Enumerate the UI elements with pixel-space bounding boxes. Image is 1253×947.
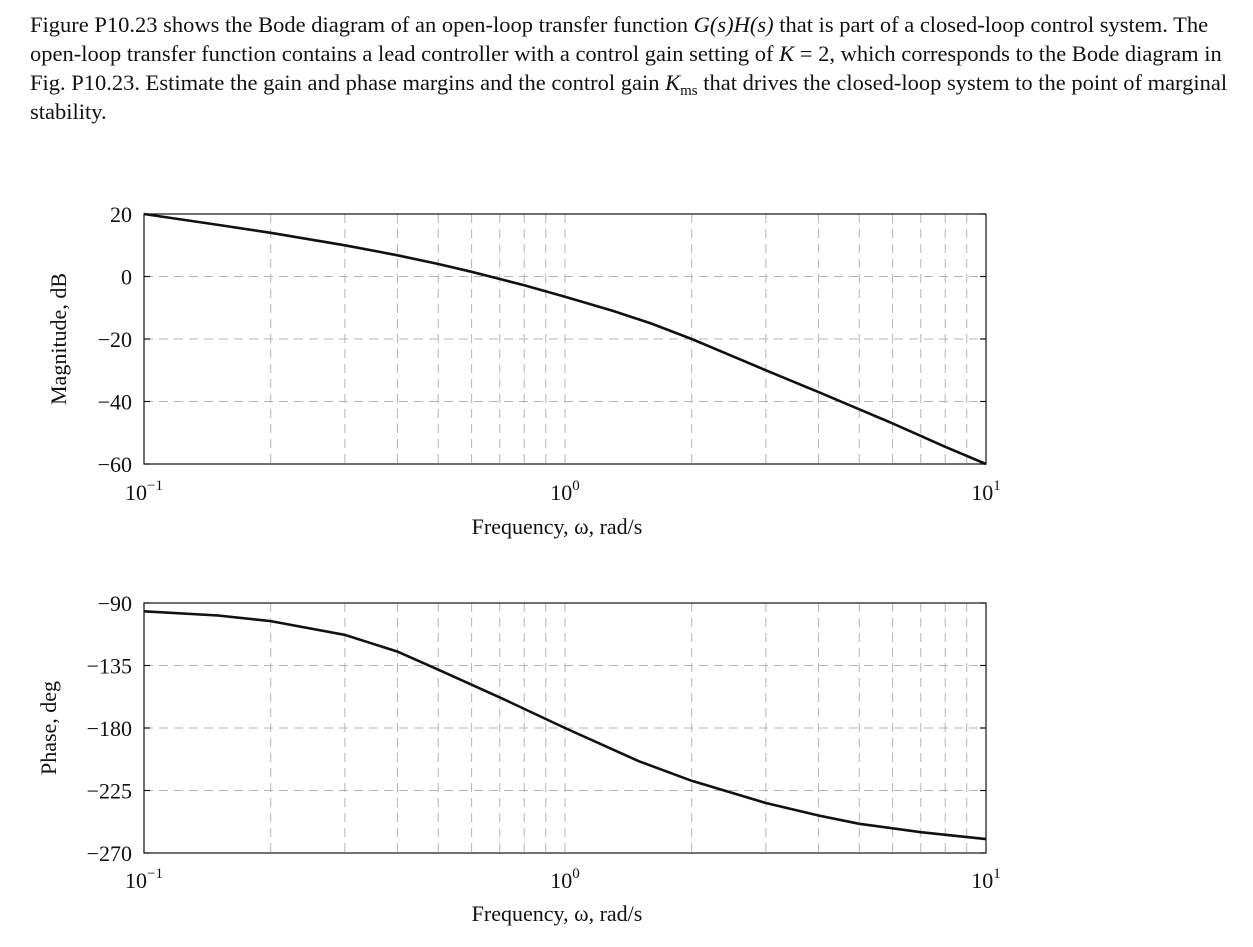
kms-symbol: K <box>665 70 681 95</box>
phase-xtick-label: 10−1 <box>125 866 163 893</box>
mag-xtick-label: 100 <box>550 478 580 505</box>
phase-ytick-label: −225 <box>87 779 132 804</box>
phase-ylabel: Phase, deg <box>36 681 61 775</box>
mag-ytick-label: 0 <box>121 265 132 290</box>
problem-text-2: that is part of a closed-loop control sy… <box>30 12 1209 66</box>
phase-xlabel: Frequency, ω, rad/s <box>472 901 643 926</box>
phase-ytick-label: −180 <box>87 716 132 741</box>
problem-text-3: = 2, which corresponds to the Bode diagr… <box>30 41 1222 95</box>
problem-text-1: Figure P10.23 shows the Bode diagram of … <box>30 12 694 37</box>
mag-xtick-label: 10−1 <box>125 478 163 505</box>
problem-text-4: that drives the closed-loop system to th… <box>30 70 1228 124</box>
mag-ytick-label: 20 <box>110 202 132 227</box>
mag-xlabel: Frequency, ω, rad/s <box>472 514 643 539</box>
phase-ytick-label: −90 <box>98 591 132 616</box>
transfer-function-symbol: G(s)H(s) <box>693 12 774 37</box>
mag-ytick-label: −60 <box>98 452 132 477</box>
phase-ytick-label: −135 <box>87 654 132 679</box>
problem-statement: Figure P10.23 shows the Bode diagram of … <box>30 10 1240 126</box>
mag-ytick-label: −40 <box>98 390 132 415</box>
phase-xtick-label: 100 <box>550 866 580 893</box>
mag-curve <box>143 212 987 466</box>
kms-subscript: ms <box>680 83 698 99</box>
mag-ylabel: Magnitude, dB <box>46 273 71 405</box>
phase-ytick-label: −270 <box>87 841 132 866</box>
phase-xtick-label: 101 <box>971 866 1001 893</box>
mag-ytick-label: −20 <box>98 327 132 352</box>
phase-curve <box>143 610 987 841</box>
gain-symbol: K <box>779 41 795 66</box>
mag-xtick-label: 101 <box>971 478 1001 505</box>
